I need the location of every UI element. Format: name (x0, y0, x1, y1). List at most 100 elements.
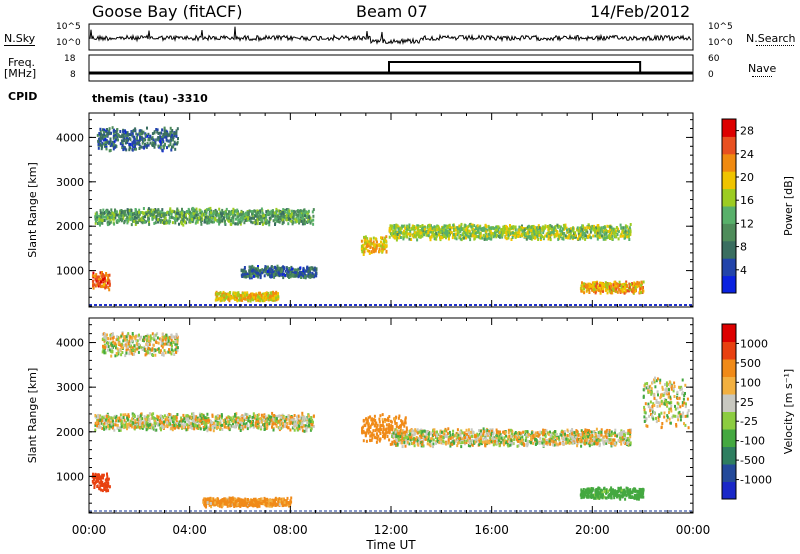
echo-cell (162, 426, 165, 430)
echo-cell (242, 294, 245, 298)
echo-cell (115, 419, 118, 423)
echo-cell (493, 231, 496, 235)
echo-cell (619, 234, 622, 238)
echo-cell (638, 281, 641, 285)
echo-cell (398, 227, 401, 231)
echo-cell (97, 413, 100, 417)
echo-cell (99, 127, 102, 131)
echo-cell (102, 278, 105, 281)
echo-cell (459, 229, 462, 233)
echo-cell (591, 288, 594, 292)
echo-cell (99, 277, 102, 281)
echo-cell (294, 271, 297, 275)
echo-cell (559, 229, 562, 233)
echo-cell (554, 225, 557, 228)
echo-cell (311, 423, 314, 427)
echo-cell (427, 224, 430, 227)
echo-cell (303, 415, 306, 419)
echo-cell (235, 422, 238, 426)
echo-cell (414, 235, 417, 239)
echo-cell (139, 144, 142, 148)
echo-cell (275, 290, 278, 294)
echo-cell (174, 218, 177, 222)
echo-cell (287, 414, 290, 418)
echo-cell (218, 414, 221, 418)
echo-cell (275, 296, 278, 300)
echo-cell (601, 287, 604, 291)
echo-cell (154, 138, 157, 142)
echo-cell (110, 422, 113, 426)
echo-cell (119, 418, 122, 422)
echo-cell (442, 234, 445, 238)
echo-cell (521, 224, 523, 228)
echo-cell (147, 414, 150, 418)
echo-cell (138, 132, 141, 135)
echo-cell (181, 218, 184, 222)
echo-cell (151, 426, 154, 430)
echo-cell (199, 414, 202, 418)
echo-cell (171, 138, 174, 142)
echo-cell (238, 293, 241, 297)
echo-cell (407, 232, 410, 236)
echo-cell (309, 269, 311, 273)
echo-cell (396, 231, 399, 235)
echo-cell (551, 227, 554, 230)
echo-cell (251, 212, 253, 216)
echo-cell (267, 265, 269, 269)
echo-cell (100, 132, 103, 136)
echo-cell (271, 296, 274, 300)
echo-cell (308, 424, 310, 427)
freq-tick-right-bottom: 0 (708, 70, 714, 80)
echo-cell (555, 231, 558, 235)
echo-cell (249, 274, 252, 278)
echo-cell (208, 419, 211, 423)
echo-cell (512, 231, 514, 235)
echo-cell (279, 266, 282, 270)
echo-cell (622, 290, 624, 294)
echo-cell (138, 210, 140, 214)
echo-cell (285, 267, 288, 271)
echo-cell (161, 213, 164, 217)
echo-cell (301, 210, 304, 213)
echo-cell (206, 419, 209, 423)
echo-cell (208, 221, 211, 225)
echo-cell (182, 223, 185, 227)
echo-cell (442, 228, 445, 232)
echo-cell (596, 224, 599, 228)
echo-cell (223, 422, 225, 426)
echo-cell (282, 265, 285, 269)
echo-cell (133, 219, 136, 223)
echo-cell (106, 140, 109, 144)
echo-cell (252, 268, 255, 272)
echo-cell (450, 226, 453, 230)
echo-cell (148, 418, 151, 422)
echo-cell (120, 212, 123, 216)
echo-cell (257, 413, 260, 417)
echo-cell (397, 236, 400, 240)
echo-cell (256, 422, 259, 426)
echo-cell (107, 425, 110, 429)
echo-cell (160, 414, 162, 418)
echo-cell (256, 213, 259, 217)
echo-cell (114, 138, 117, 142)
echo-cell (236, 293, 239, 297)
noise-search-line (756, 45, 794, 46)
echo-cell (559, 225, 562, 229)
echo-cell (191, 426, 194, 430)
echo-cell (479, 236, 482, 240)
echo-cell (401, 225, 404, 229)
echo-cell (490, 227, 493, 230)
echo-cell (226, 294, 229, 298)
echo-cell (123, 418, 126, 422)
echo-cell (153, 421, 156, 425)
echo-cell (222, 294, 225, 298)
echo-cell (168, 133, 171, 137)
echo-cell (523, 233, 526, 237)
echo-cell (487, 236, 490, 240)
echo-cell (177, 211, 180, 215)
y-tick-label: 4000 (56, 131, 84, 144)
echo-cell (107, 415, 110, 418)
echo-cell (172, 136, 175, 140)
echo-cell (152, 416, 154, 420)
